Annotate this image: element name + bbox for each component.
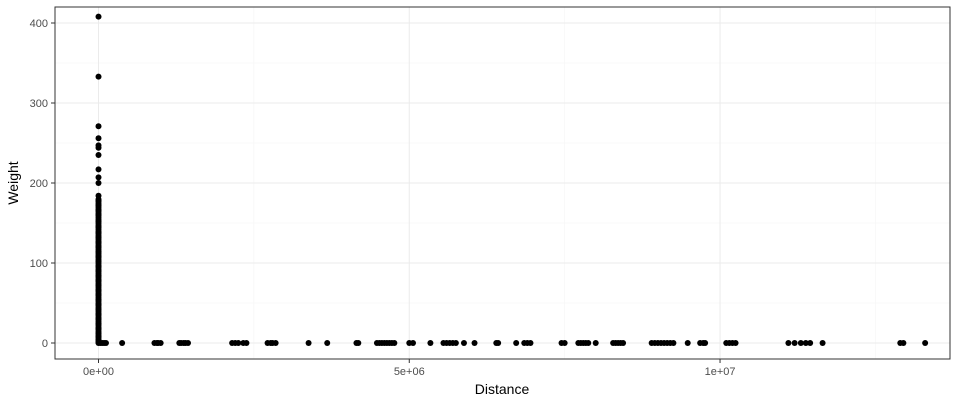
- data-point: [95, 144, 102, 151]
- data-point: [95, 166, 102, 173]
- y-tick-label: 100: [30, 258, 48, 270]
- data-point: [305, 340, 312, 346]
- data-point: [819, 340, 826, 346]
- data-point: [95, 73, 102, 80]
- x-tick-label: 1e+07: [705, 366, 736, 378]
- data-point: [102, 340, 109, 346]
- data-point: [471, 340, 478, 346]
- data-point: [802, 340, 809, 346]
- data-point: [460, 340, 467, 346]
- data-point: [95, 152, 102, 158]
- y-tick-label: 0: [42, 338, 48, 350]
- data-point: [807, 340, 814, 346]
- data-point: [513, 340, 520, 346]
- data-point: [272, 340, 279, 346]
- data-point: [95, 174, 102, 181]
- data-point: [791, 340, 798, 346]
- data-point: [95, 123, 102, 130]
- y-axis-ticks: 0 100 200 300 400: [30, 18, 55, 350]
- data-point: [355, 340, 362, 346]
- data-point: [702, 340, 709, 346]
- x-axis-ticks: 0e+00 5e+06 1e+07: [83, 359, 735, 378]
- x-tick-label: 5e+06: [394, 366, 425, 378]
- data-point: [95, 196, 102, 203]
- data-point: [684, 340, 691, 346]
- data-point: [95, 135, 102, 142]
- data-point: [235, 340, 242, 346]
- data-point: [410, 340, 416, 346]
- data-point: [157, 340, 164, 346]
- data-point: [585, 340, 592, 346]
- data-point: [243, 340, 250, 346]
- data-point: [922, 340, 929, 346]
- data-point: [119, 340, 126, 346]
- y-tick-label: 300: [30, 98, 48, 110]
- data-point: [95, 13, 102, 20]
- data-point: [427, 340, 434, 346]
- x-tick-label: 0e+00: [83, 366, 114, 378]
- data-point: [452, 340, 459, 346]
- data-points: [95, 13, 929, 346]
- data-point: [900, 340, 907, 346]
- data-point: [324, 340, 331, 346]
- x-axis-title: Distance: [475, 381, 530, 397]
- data-point: [670, 340, 677, 346]
- y-axis-title: Weight: [5, 161, 21, 204]
- data-point: [592, 340, 599, 346]
- y-tick-label: 400: [30, 18, 48, 30]
- data-point: [620, 340, 627, 346]
- data-point: [185, 340, 192, 346]
- data-point: [797, 340, 804, 346]
- y-tick-label: 200: [30, 178, 48, 190]
- data-point: [495, 340, 502, 346]
- data-point: [785, 340, 792, 346]
- data-point: [527, 340, 534, 346]
- data-point: [561, 340, 568, 346]
- data-point: [391, 340, 398, 346]
- data-point: [732, 340, 739, 346]
- data-point: [95, 180, 102, 186]
